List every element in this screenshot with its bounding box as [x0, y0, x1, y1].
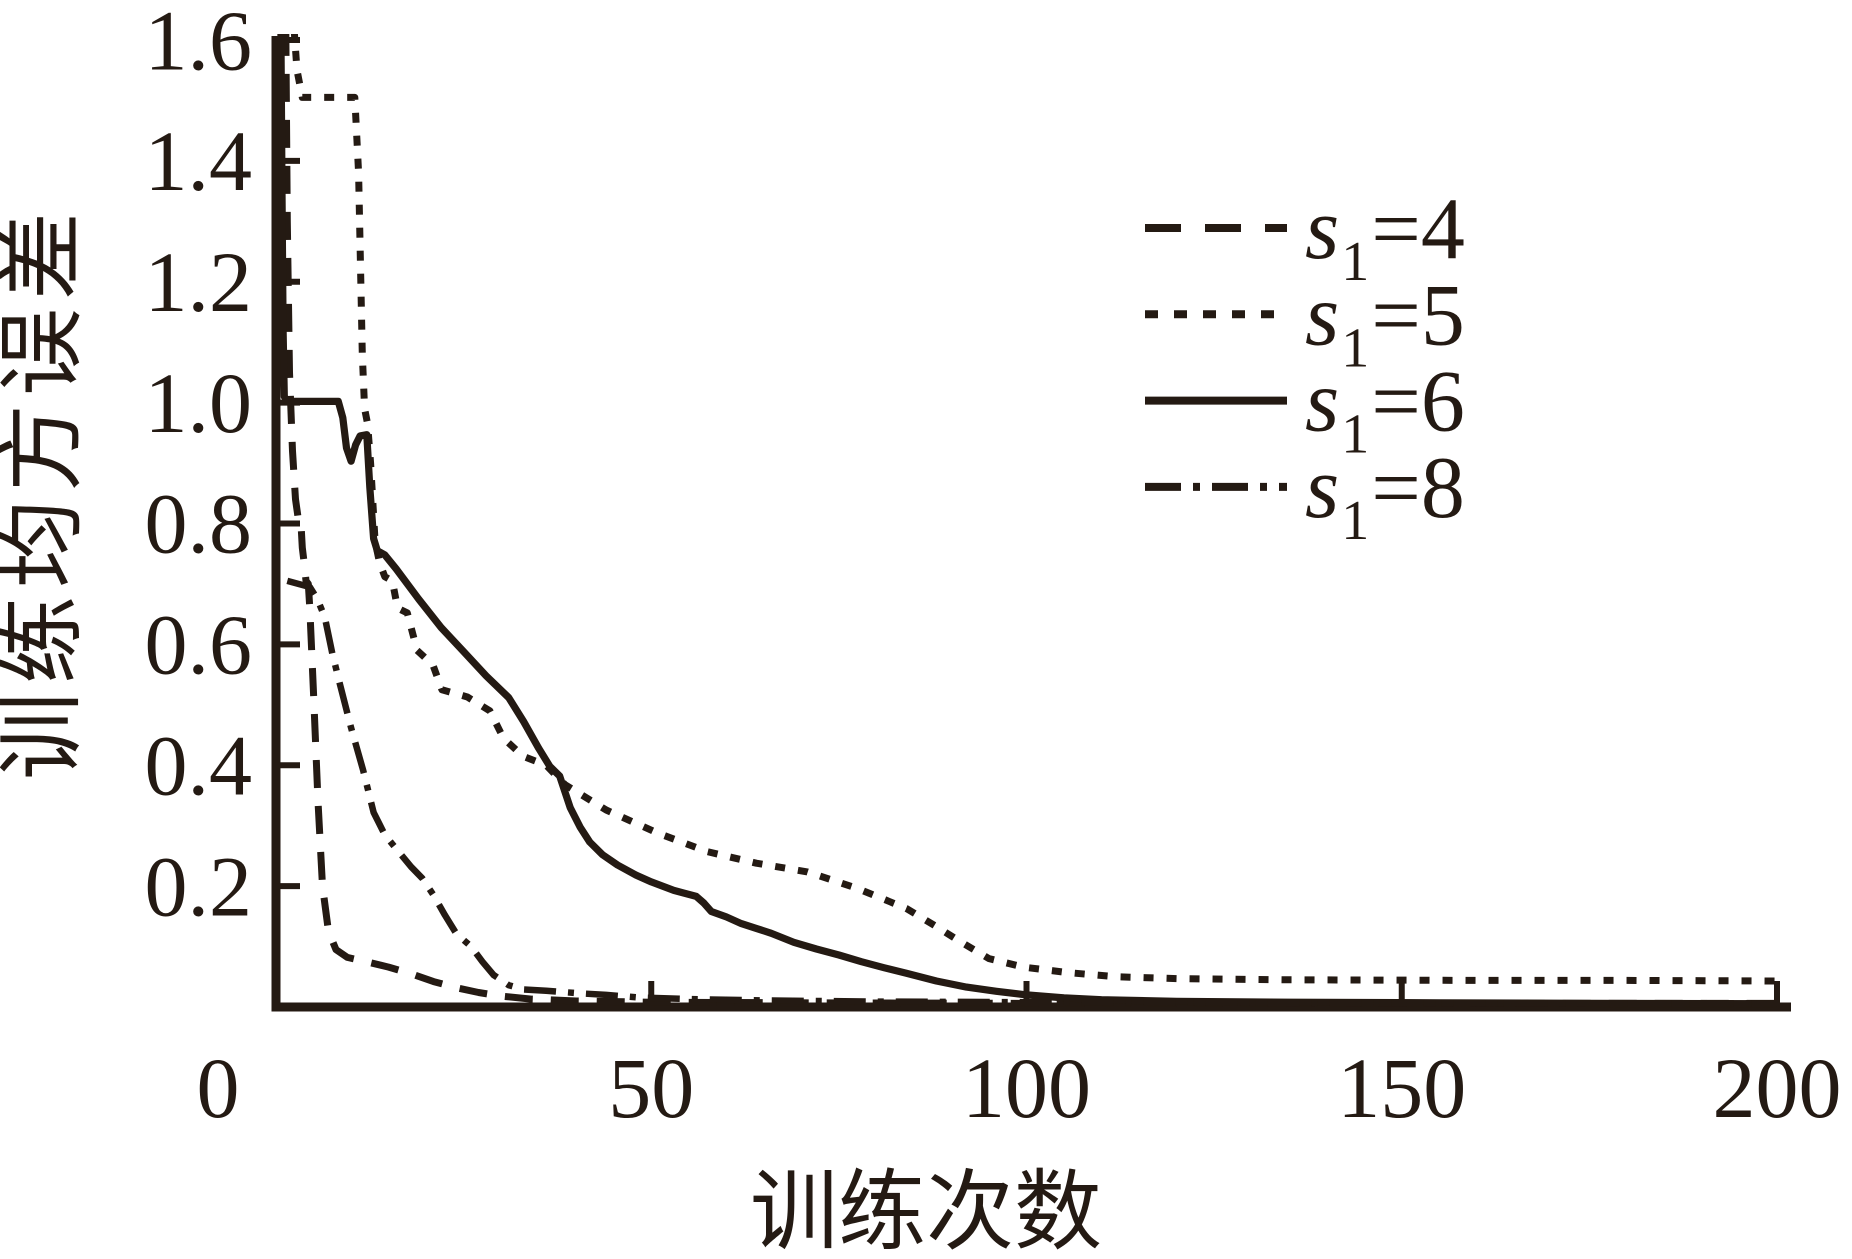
y-tick-label: 0.8: [145, 476, 253, 572]
curve-s1-5: [290, 34, 1778, 985]
x-tick-labels: 0 50 100 150 200: [197, 1040, 1842, 1136]
curve-s1-6: [277, 34, 1778, 1008]
y-tick-label: 1.2: [145, 234, 253, 330]
y-tick-labels: 0.2 0.4 0.6 0.8 1.0 1.2 1.4 1.6: [145, 0, 253, 934]
y-tick-label: 0.6: [145, 597, 253, 693]
x-tick-label: 150: [1337, 1040, 1466, 1136]
curve-s1-8: [286, 577, 1777, 1007]
y-tick-label: 1.6: [145, 0, 253, 88]
y-tick-label: 1.4: [145, 113, 253, 209]
curve-s1-4: [282, 34, 1777, 1007]
legend-label: s1=6: [1305, 354, 1465, 466]
legend-row-6: s1=6: [1145, 354, 1465, 466]
x-tick-label: 100: [962, 1040, 1091, 1136]
legend: s1=4s1=5s1=6s1=8: [1145, 181, 1465, 552]
y-tick-label: 1.0: [145, 355, 253, 451]
y-tick-label: 0.2: [145, 838, 253, 934]
legend-label: s1=8: [1305, 440, 1465, 552]
y-axis-title: 训练均方误差: [0, 204, 92, 780]
legend-label: s1=5: [1305, 267, 1465, 379]
legend-row-5: s1=5: [1145, 267, 1465, 379]
y-tick-label: 0.4: [145, 717, 253, 813]
x-tick-label: 0: [197, 1040, 240, 1136]
legend-label: s1=4: [1305, 181, 1465, 293]
legend-row-4: s1=4: [1145, 181, 1465, 293]
x-axis-title: 训练次数: [750, 1165, 1102, 1259]
plot-axes: [271, 36, 1791, 1012]
x-tick-label: 200: [1713, 1040, 1842, 1136]
x-tick-label: 50: [608, 1040, 694, 1136]
legend-row-8: s1=8: [1145, 440, 1465, 552]
data-curves: [277, 34, 1778, 1008]
